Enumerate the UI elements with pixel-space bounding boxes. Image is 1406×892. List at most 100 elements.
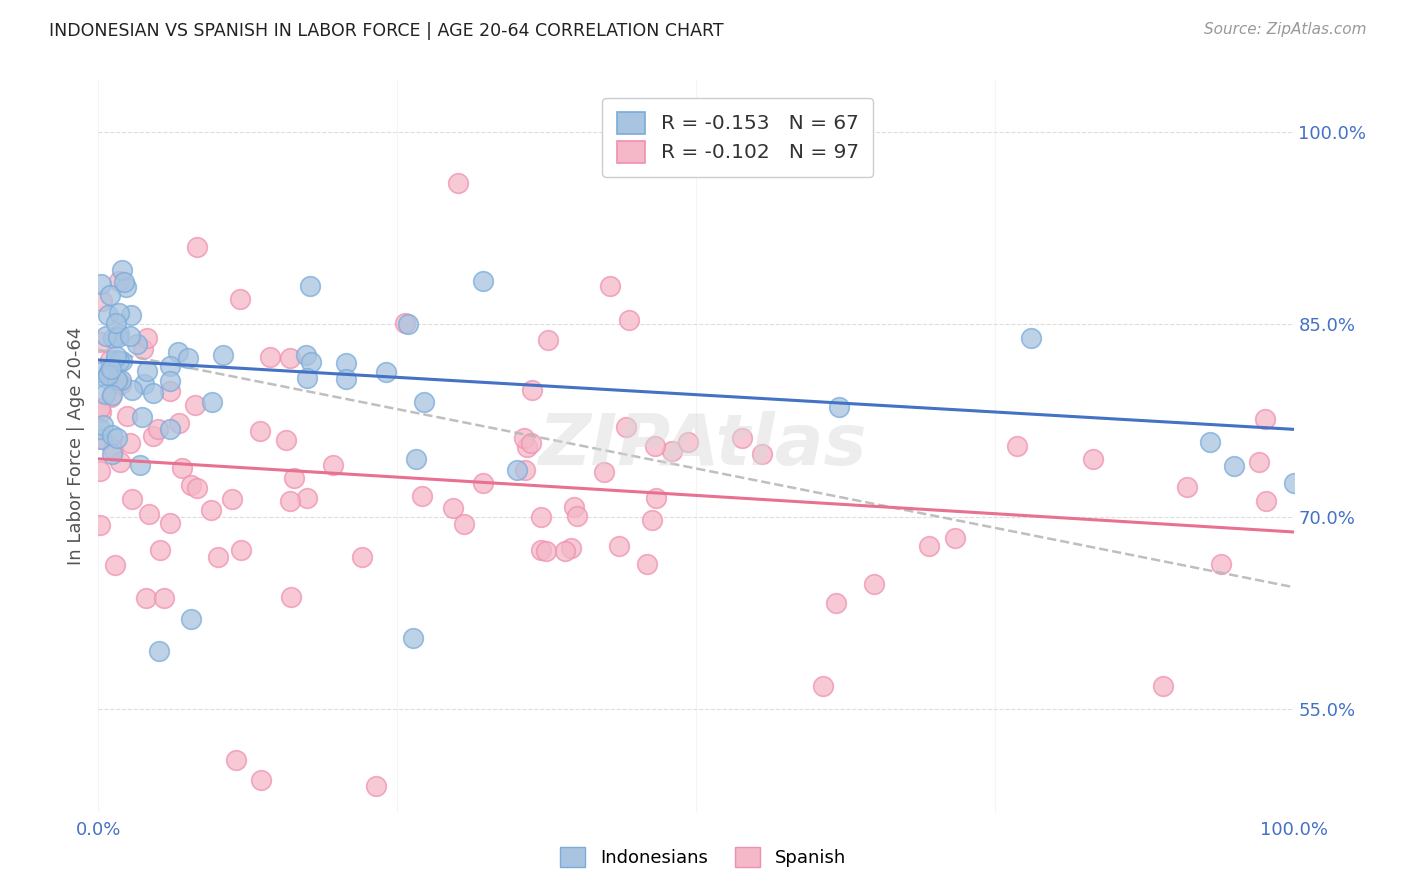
Point (104, 558, 127, 573)
Point (149, 542, 172, 557)
Point (97, 308, 120, 322)
Point (295, 348, 318, 362)
Point (90, 432, 112, 446)
Point (105, 316, 128, 330)
Point (516, 440, 538, 454)
Point (90, 277, 112, 292)
Point (121, 383, 143, 397)
Point (115, 280, 138, 294)
Point (636, 557, 658, 571)
Point (212, 348, 235, 362)
Point (159, 359, 181, 374)
Point (335, 371, 357, 385)
Point (560, 541, 582, 555)
Point (104, 352, 127, 367)
Point (180, 478, 202, 492)
Point (274, 434, 297, 448)
Point (159, 422, 181, 436)
Point (89, 335, 111, 350)
Point (120, 308, 142, 322)
Point (148, 422, 170, 436)
Point (1209, 557, 1232, 571)
Point (522, 384, 544, 398)
Point (108, 354, 131, 368)
Point (159, 384, 181, 399)
Point (221, 492, 243, 507)
Point (676, 434, 699, 449)
Legend: R = -0.153   N = 67, R = -0.102   N = 97: R = -0.153 N = 67, R = -0.102 N = 97 (603, 97, 873, 177)
Point (90, 405, 112, 419)
Point (183, 399, 205, 413)
Point (825, 596, 848, 610)
Point (554, 544, 576, 558)
Point (142, 428, 165, 442)
Point (167, 416, 190, 430)
Point (225, 753, 247, 767)
Point (132, 342, 155, 356)
Point (295, 491, 318, 505)
Point (593, 466, 616, 480)
Point (97, 364, 120, 378)
Point (520, 436, 543, 450)
Point (530, 510, 553, 524)
Point (229, 293, 252, 307)
Point (401, 632, 423, 646)
Point (100, 362, 122, 376)
Point (111, 263, 134, 277)
Point (283, 470, 305, 484)
Point (366, 779, 388, 793)
Point (565, 509, 588, 524)
Point (132, 376, 155, 391)
Point (614, 420, 637, 434)
Text: Source: ZipAtlas.com: Source: ZipAtlas.com (1204, 22, 1367, 37)
Point (100, 390, 122, 404)
Point (446, 176, 468, 190)
Point (1199, 434, 1222, 449)
Point (943, 531, 966, 545)
Point (453, 516, 475, 531)
Point (170, 460, 193, 475)
Point (751, 447, 773, 461)
Point (828, 401, 851, 415)
Point (110, 376, 132, 391)
Point (249, 424, 271, 438)
Point (121, 491, 143, 506)
Point (374, 365, 396, 379)
Point (89, 365, 111, 379)
Point (105, 431, 128, 445)
Point (515, 462, 537, 476)
Point (730, 431, 752, 445)
Point (918, 539, 941, 553)
Point (295, 371, 318, 385)
Point (441, 501, 464, 516)
Point (536, 544, 558, 558)
Point (167, 345, 190, 359)
Point (811, 679, 834, 693)
Point (108, 455, 131, 469)
Text: INDONESIAN VS SPANISH IN LABOR FORCE | AGE 20-64 CORRELATION CHART: INDONESIAN VS SPANISH IN LABOR FORCE | A… (49, 22, 724, 40)
Point (506, 463, 529, 477)
Point (101, 428, 124, 442)
Point (411, 489, 433, 503)
Point (180, 612, 202, 626)
Point (641, 513, 664, 527)
Point (280, 590, 302, 604)
Point (207, 549, 229, 564)
Point (107, 306, 129, 320)
Point (186, 240, 208, 254)
Point (1223, 458, 1246, 473)
Point (91, 418, 114, 433)
Point (537, 334, 560, 348)
Point (1153, 679, 1175, 693)
Point (142, 385, 165, 400)
Point (229, 542, 252, 557)
Point (105, 374, 128, 388)
Point (105, 349, 128, 363)
Point (128, 458, 150, 473)
Legend: Indonesians, Spanish: Indonesians, Spanish (551, 838, 855, 876)
Point (562, 500, 585, 515)
Point (513, 431, 536, 445)
Point (472, 274, 495, 288)
Point (1019, 331, 1042, 345)
Point (89, 517, 111, 532)
